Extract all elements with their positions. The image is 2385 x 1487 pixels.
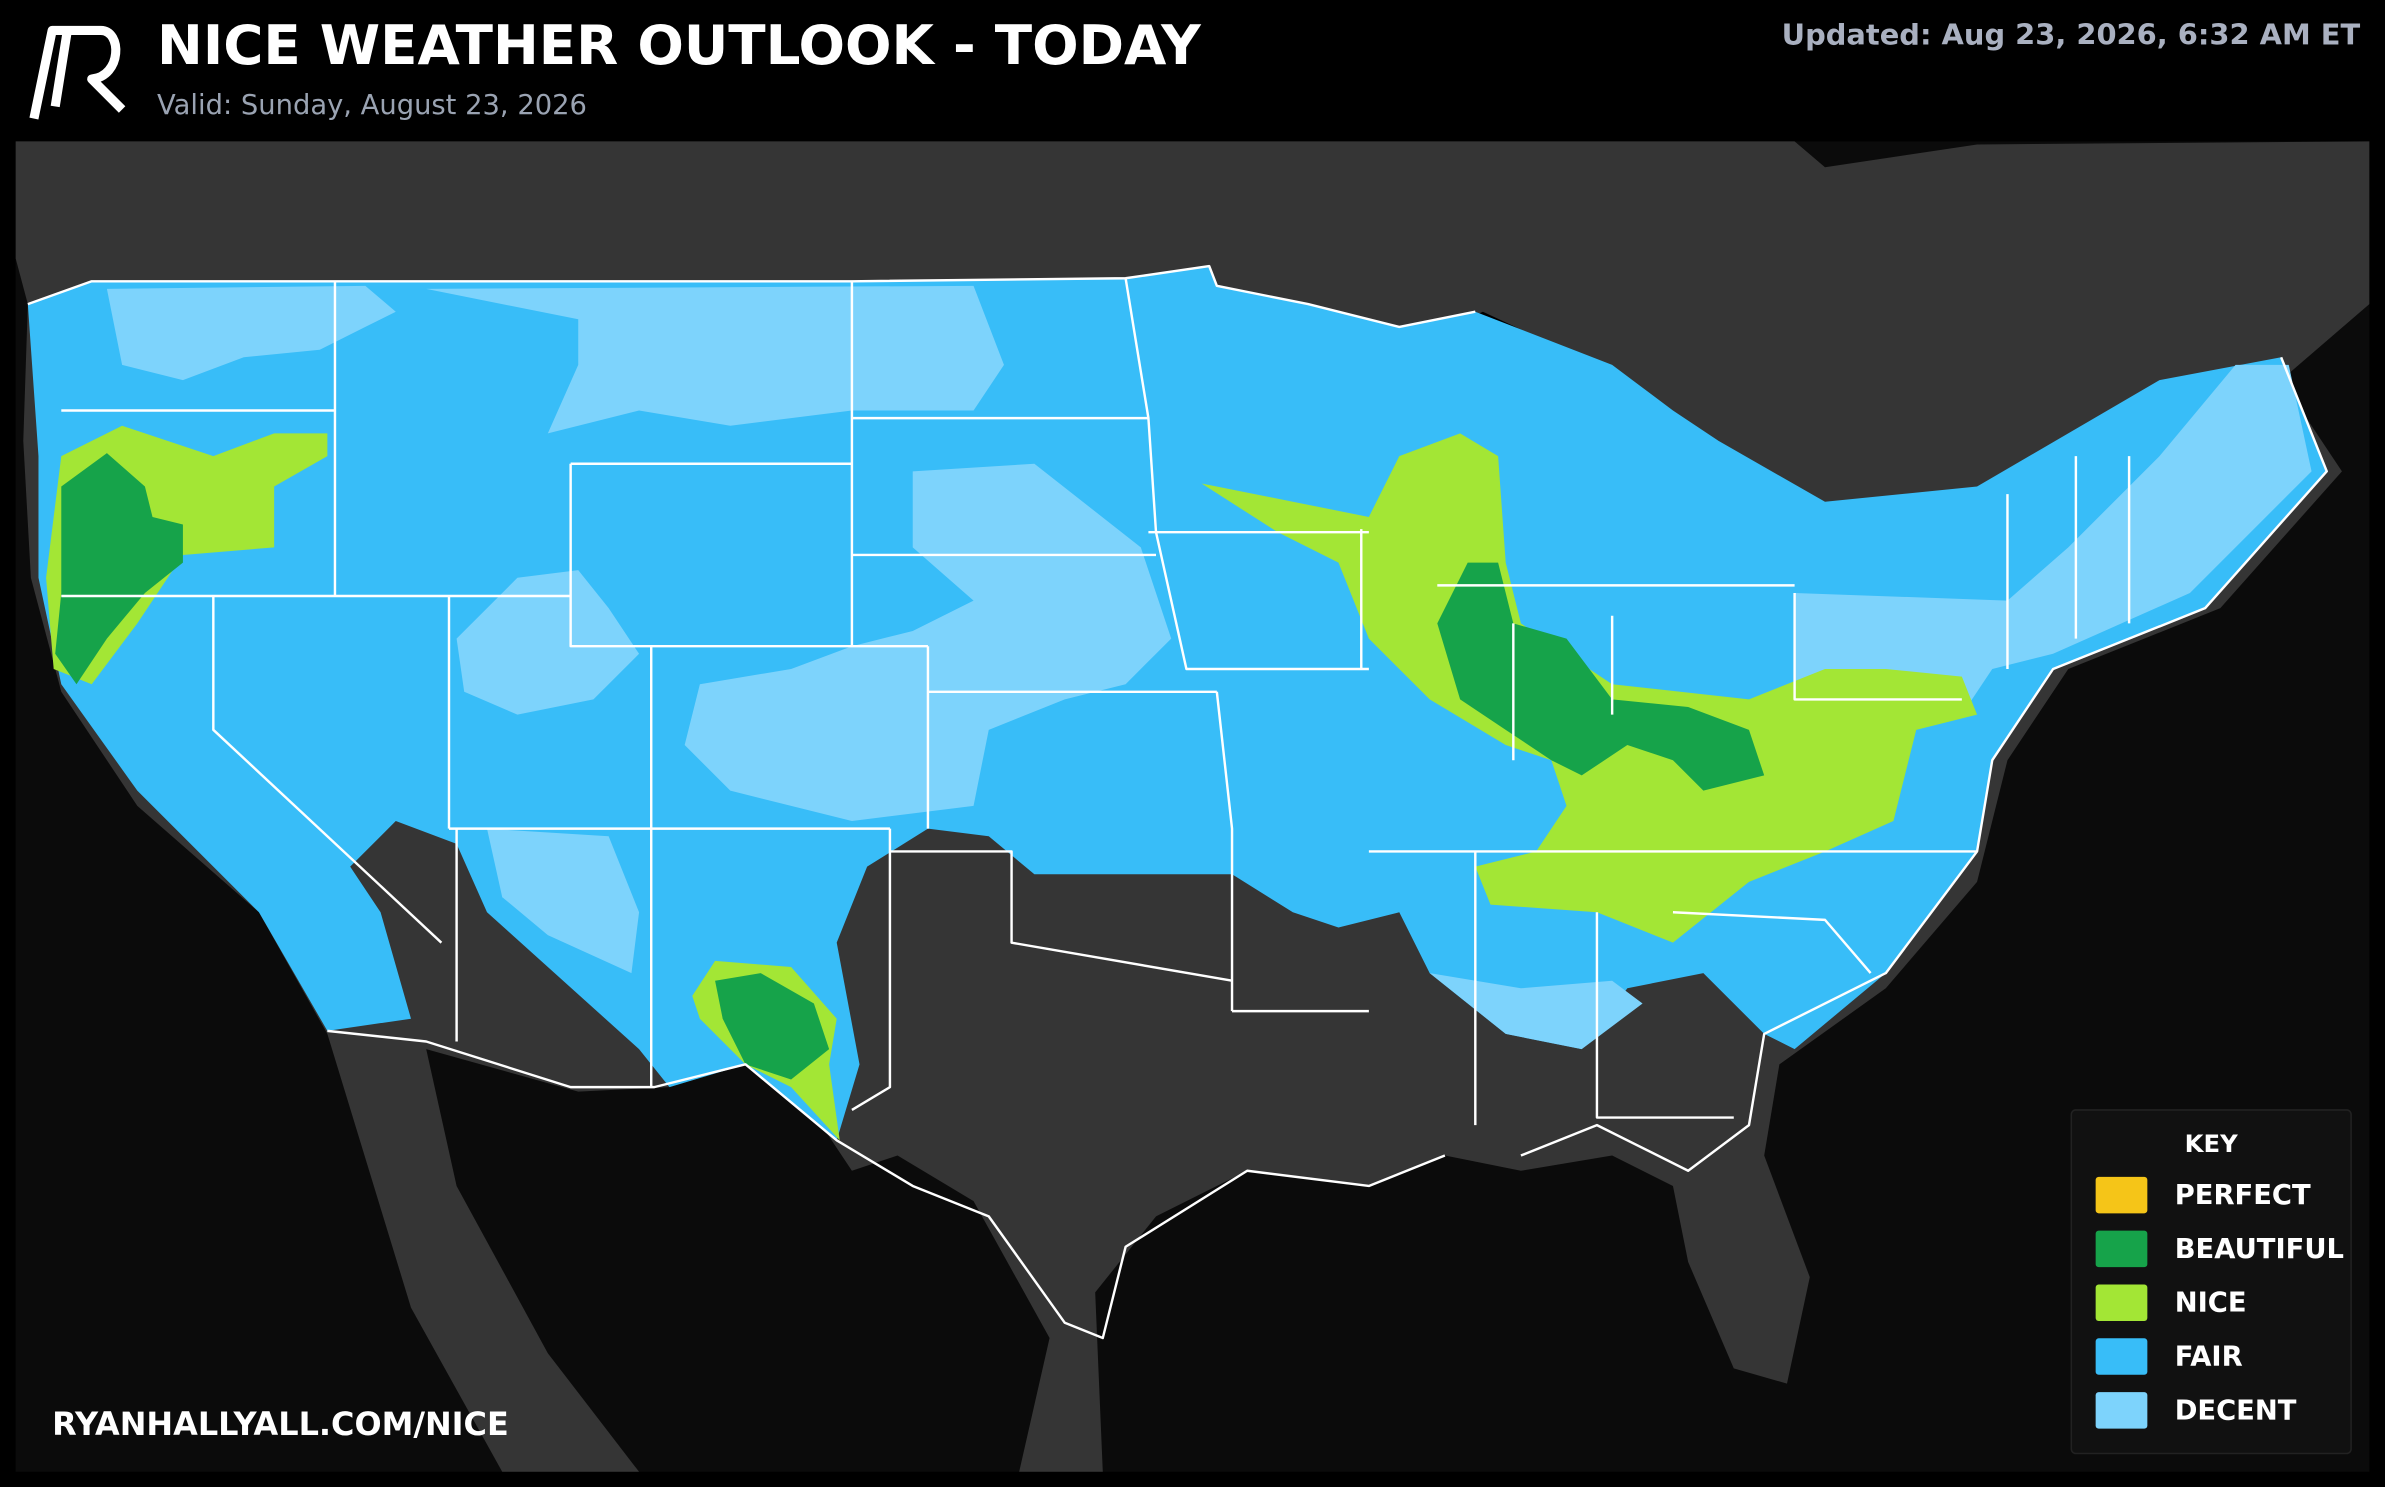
legend-swatch [2095,1176,2148,1214]
legend-label: PERFECT [2175,1180,2311,1211]
beautiful-region [715,973,830,1080]
legend-label: BEAUTIFUL [2175,1234,2344,1265]
legend-label: NICE [2175,1288,2247,1319]
decent-region [426,285,1004,434]
state-borders [27,264,2328,1340]
legend-label: FAIR [2175,1342,2243,1373]
title: NICE WEATHER OUTLOOK - TODAY [157,13,1202,77]
beautiful-region [55,453,183,685]
decent-region [684,463,1172,822]
updated-time: Updated: Aug 23, 2026, 6:32 AM ET [1782,17,2361,51]
decent-region [487,828,640,974]
decent-region [456,570,640,715]
decent-regions [106,285,2312,1050]
legend-label: DECENT [2175,1395,2297,1426]
logo [29,25,126,120]
legend-swatch [2095,1230,2148,1268]
beautiful-region [1437,562,1765,791]
decent-region [1429,973,1643,1050]
legend-swatch [2095,1338,2148,1375]
legend-swatch [2095,1284,2148,1321]
decent-region [106,285,396,381]
decent-region [1794,364,2312,715]
legend-title: KEY [2185,1129,2238,1158]
legend: KEY PERFECT BEAUTIFUL NICE FAIR DECENT [2070,1109,2352,1455]
legend-swatch [2095,1392,2148,1429]
footer-url: RYANHALLYALL.COM/NICE [52,1405,509,1443]
subtitle: Valid: Sunday, August 23, 2026 [157,90,587,121]
beautiful-regions [55,453,1765,1080]
